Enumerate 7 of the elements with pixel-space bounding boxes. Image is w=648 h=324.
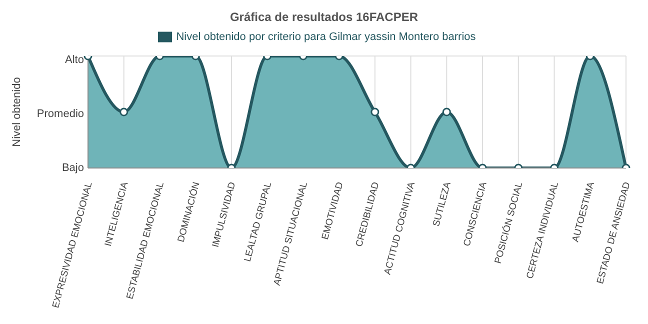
text: Alto (64, 53, 84, 67)
text: Bajo (60, 161, 84, 175)
x-tick-label: LEALTAD GRUPAL (242, 180, 274, 263)
y-axis-title: Nivel obtenido (10, 77, 23, 147)
text: Promedio (36, 108, 84, 120)
chart-title: Gráfica de resultados 16FACPER (228, 9, 420, 26)
legend-label: Nivel obtenido por criterio para Gilmar yassin Montero barrios (176, 30, 476, 43)
